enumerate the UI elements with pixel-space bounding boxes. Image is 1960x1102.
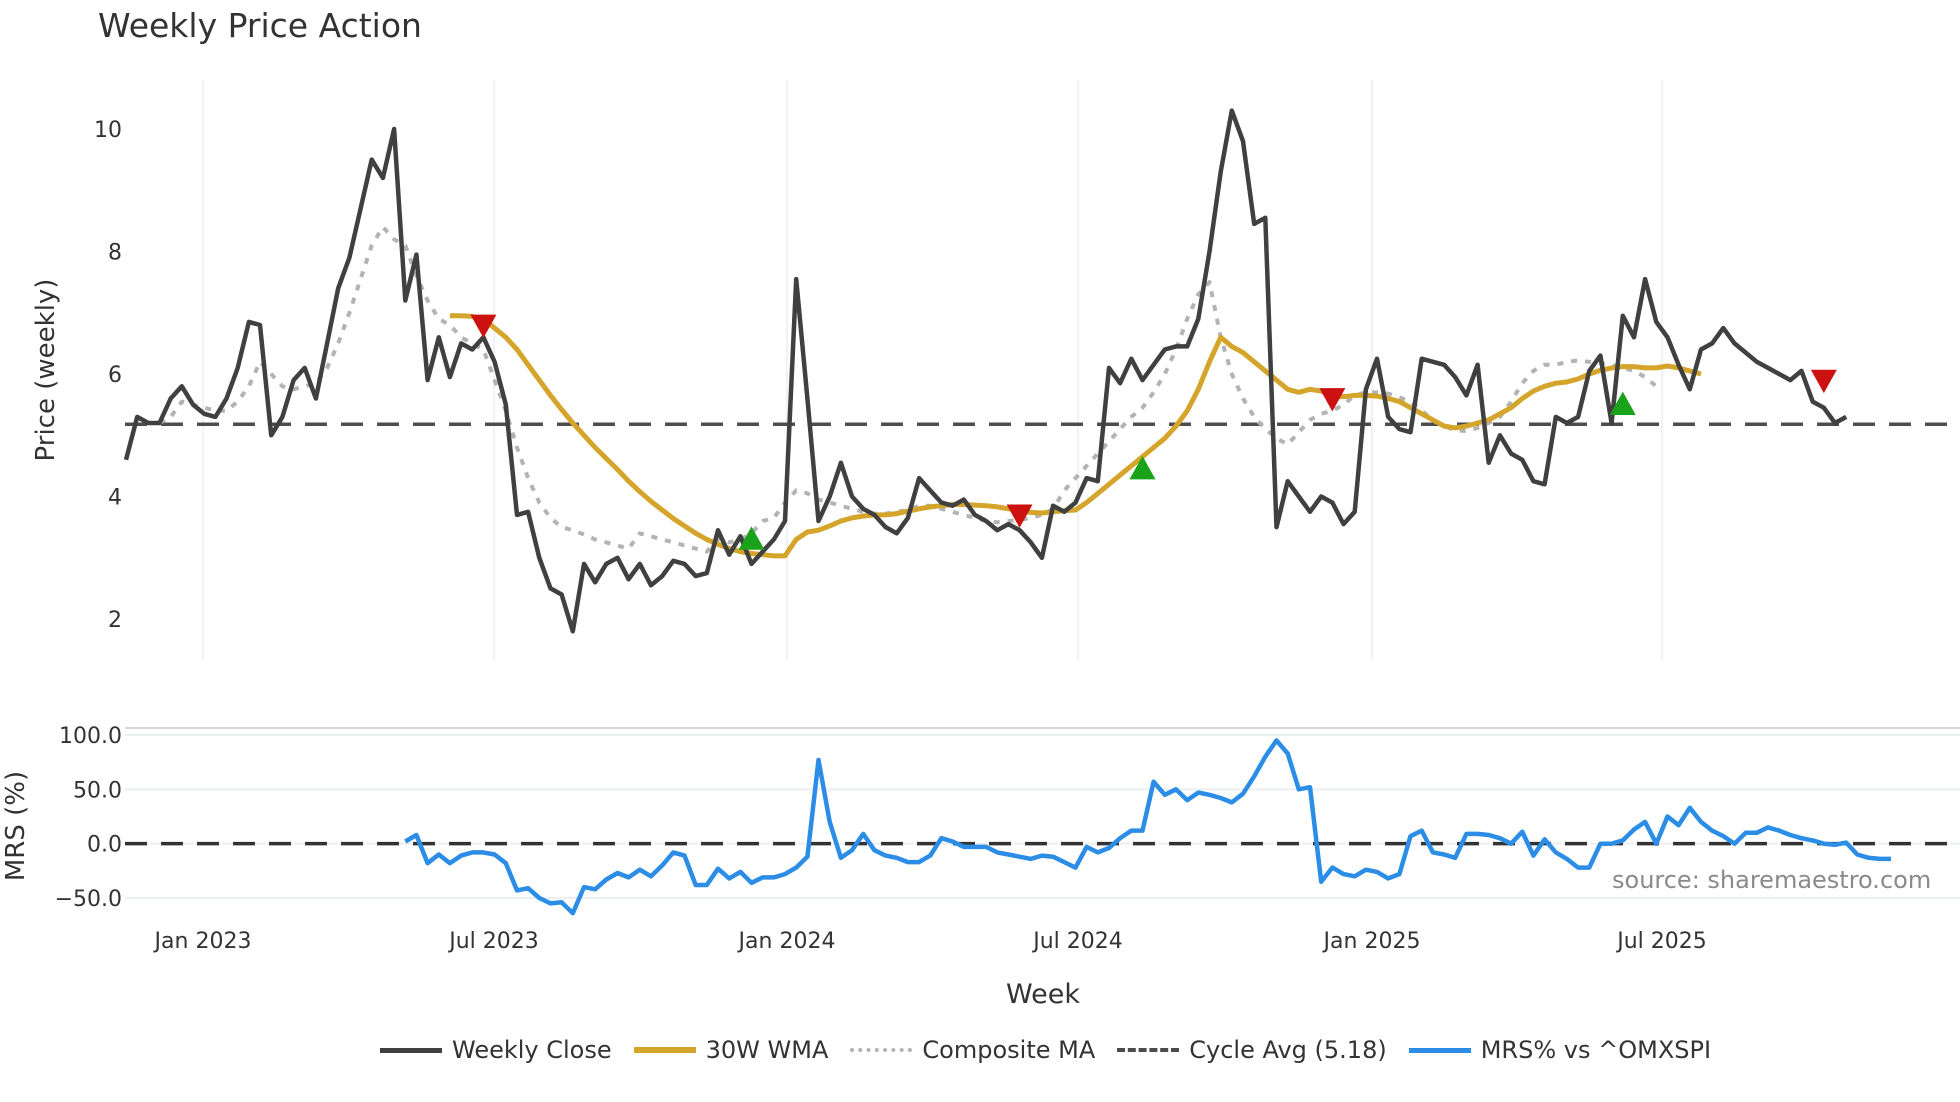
y-tick-label: 0.0: [87, 833, 122, 858]
y-tick-label: 100.0: [59, 724, 122, 749]
x-tick-label: Jul 2024: [1031, 929, 1123, 954]
legend-label: MRS% vs ^OMXSPI: [1480, 1036, 1712, 1064]
x-tick-label: Jul 2025: [1615, 929, 1707, 954]
legend-swatch-weekly-close: [380, 1047, 442, 1053]
legend-label: Cycle Avg (5.18): [1189, 1036, 1387, 1064]
buy-signal-marker: [1129, 455, 1156, 480]
sell-signal-marker: [470, 314, 497, 338]
y-tick-label: −50.0: [55, 887, 122, 912]
chart-title: Weekly Price Action: [98, 6, 422, 45]
y-axis-title: Price (weekly): [31, 279, 61, 462]
x-tick-label: Jan 2025: [1322, 929, 1421, 954]
y-axis-title: MRS (%): [1, 771, 31, 881]
y-tick-label: 4: [108, 486, 122, 511]
weekly-close-line: [123, 108, 1848, 634]
sell-signal-marker: [1810, 369, 1837, 394]
composite-ma-line: [158, 225, 1658, 554]
legend-item-30w-wma[interactable]: 30W WMA: [633, 1036, 829, 1064]
y-tick-label: 10: [94, 118, 122, 143]
y-tick-label: 50.0: [73, 778, 122, 803]
legend-swatch-composite-ma: [850, 1048, 913, 1052]
legend-label: Composite MA: [922, 1036, 1096, 1064]
buy-signal-marker: [1609, 391, 1636, 416]
y-tick-label: 2: [108, 608, 122, 633]
x-tick-label: Jan 2024: [737, 929, 836, 954]
legend-swatch-mrs: [1408, 1047, 1471, 1053]
x-tick-label: Jan 2023: [153, 929, 252, 954]
legend-label: Weekly Close: [452, 1036, 612, 1064]
legend-item-mrs[interactable]: MRS% vs ^OMXSPI: [1408, 1036, 1712, 1064]
legend-item-weekly-close[interactable]: Weekly Close: [380, 1036, 612, 1064]
source-note: source: sharemaestro.com: [1612, 866, 1932, 894]
legend-item-cycle-avg[interactable]: Cycle Avg (5.18): [1117, 1036, 1387, 1064]
sell-signal-marker: [1319, 388, 1346, 412]
mrs-line: [404, 738, 1891, 916]
y-tick-label: 8: [108, 241, 122, 266]
buy-signal-marker: [738, 526, 765, 550]
legend-swatch-30w-wma: [633, 1047, 696, 1053]
legend-label: 30W WMA: [705, 1036, 829, 1064]
wma-line: [449, 313, 1702, 559]
legend-swatch-cycle-avg: [1117, 1048, 1180, 1052]
y-tick-label: 6: [108, 363, 122, 388]
x-axis-title: Week: [1006, 979, 1080, 1010]
legend-item-composite-ma[interactable]: Composite MA: [850, 1036, 1095, 1064]
sell-signal-marker: [1006, 504, 1033, 528]
x-tick-label: Jul 2023: [447, 929, 539, 954]
legend: Weekly Close 30W WMA Composite MA Cycle …: [380, 1036, 1733, 1064]
